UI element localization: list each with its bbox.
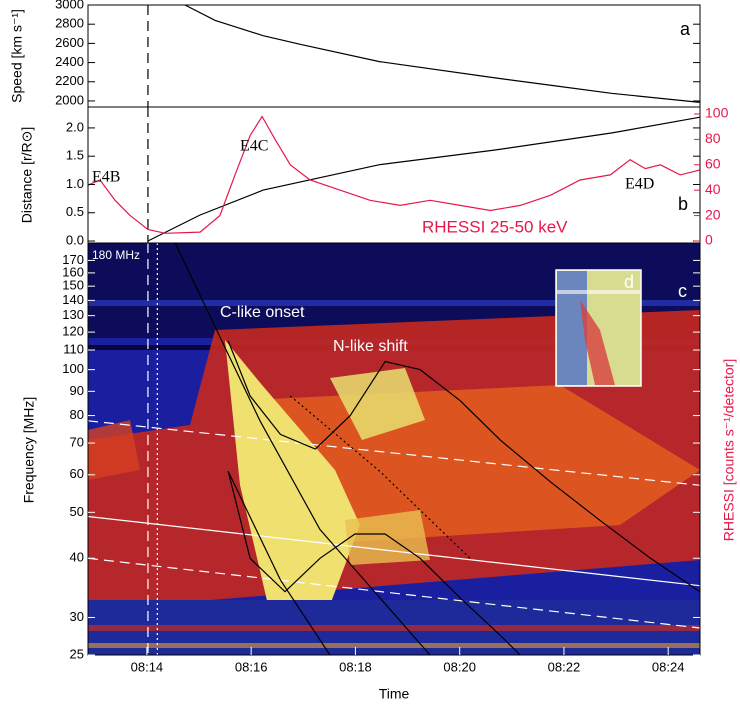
y-tick-label: 2.0	[66, 119, 84, 134]
y-tick-label: 0.0	[66, 232, 84, 247]
y-tick-label: 25	[70, 646, 84, 661]
y-axis-title: Frequency [MHz]	[21, 397, 37, 504]
spectrogram-image	[88, 243, 700, 655]
annotation: E4C	[240, 138, 268, 155]
series-line	[87, 420, 701, 486]
y2-tick-label: 20	[705, 206, 721, 222]
y-tick-label: 30	[70, 609, 84, 624]
series-line	[87, 515, 701, 587]
y-tick-label: 1.0	[66, 176, 84, 191]
y-tick-label: 60	[70, 466, 84, 481]
annotation: N-like shift	[333, 338, 408, 355]
y-tick-label: 3000	[55, 0, 84, 11]
y-tick-label: 2800	[55, 16, 84, 31]
y-tick-label: 50	[70, 504, 84, 519]
y-tick-label: 40	[70, 550, 84, 565]
y-tick-label: 160	[62, 264, 84, 279]
y-tick-label: 1.5	[66, 148, 84, 163]
y-tick-label: 170	[62, 252, 84, 267]
x-tick-label: 08:20	[443, 659, 476, 674]
annotation: E4B	[92, 169, 120, 186]
y-axis-title: Distance [r/R⊙]	[19, 127, 35, 224]
inset-image	[555, 269, 642, 387]
annotation: RHESSI 25-50 keV	[422, 217, 568, 236]
y2-tick-label: 0	[705, 232, 713, 248]
x-axis-title: Time	[379, 686, 410, 702]
y2-tick-label: 60	[705, 155, 721, 171]
y-tick-label: 100	[62, 361, 84, 376]
annotation: d	[624, 272, 634, 292]
panel-label: a	[680, 19, 691, 39]
series-line	[87, 557, 701, 629]
series-line	[174, 242, 431, 656]
y-tick-label: 2400	[55, 54, 84, 69]
annotation: C-like onset	[220, 304, 305, 321]
x-tick-label: 08:14	[131, 659, 164, 674]
x-tick-label: 08:22	[548, 659, 581, 674]
panel-label: b	[678, 194, 688, 214]
y2-tick-label: 40	[705, 181, 721, 197]
y-tick-label: 2600	[55, 35, 84, 50]
series-line	[87, 115, 701, 234]
series-line	[227, 471, 521, 656]
y-tick-label: 2000	[55, 92, 84, 107]
series-line	[227, 340, 701, 593]
y-tick-label: 70	[70, 434, 84, 449]
panel-label: c	[678, 281, 687, 301]
series-line	[184, 4, 701, 103]
y-tick-label: 120	[62, 324, 84, 339]
y-tick-label: 130	[62, 307, 84, 322]
annotation: 180 MHz	[92, 248, 140, 262]
series-line	[147, 116, 701, 242]
y-tick-label: 2200	[55, 73, 84, 88]
panel-frame	[87, 4, 701, 108]
x-tick-label: 08:18	[339, 659, 372, 674]
panel-frame	[87, 242, 701, 656]
y2-tick-label: 80	[705, 130, 721, 146]
series-line	[289, 395, 471, 559]
y-tick-label: 90	[70, 383, 84, 398]
y-tick-label: 80	[70, 407, 84, 422]
x-tick-label: 08:16	[235, 659, 268, 674]
y-tick-label: 110	[63, 341, 84, 356]
y2-axis-title: RHESSI [counts s⁻¹/detector]	[721, 359, 737, 541]
series-line	[227, 471, 331, 656]
annotation: E4D	[625, 176, 654, 193]
y-axis-title: Speed [km s⁻¹]	[9, 9, 25, 103]
x-tick-label: 08:24	[652, 659, 685, 674]
y-tick-label: 0.5	[66, 204, 84, 219]
y-tick-label: 140	[62, 292, 84, 307]
y2-tick-label: 100	[705, 105, 729, 121]
y-tick-label: 150	[62, 278, 84, 293]
